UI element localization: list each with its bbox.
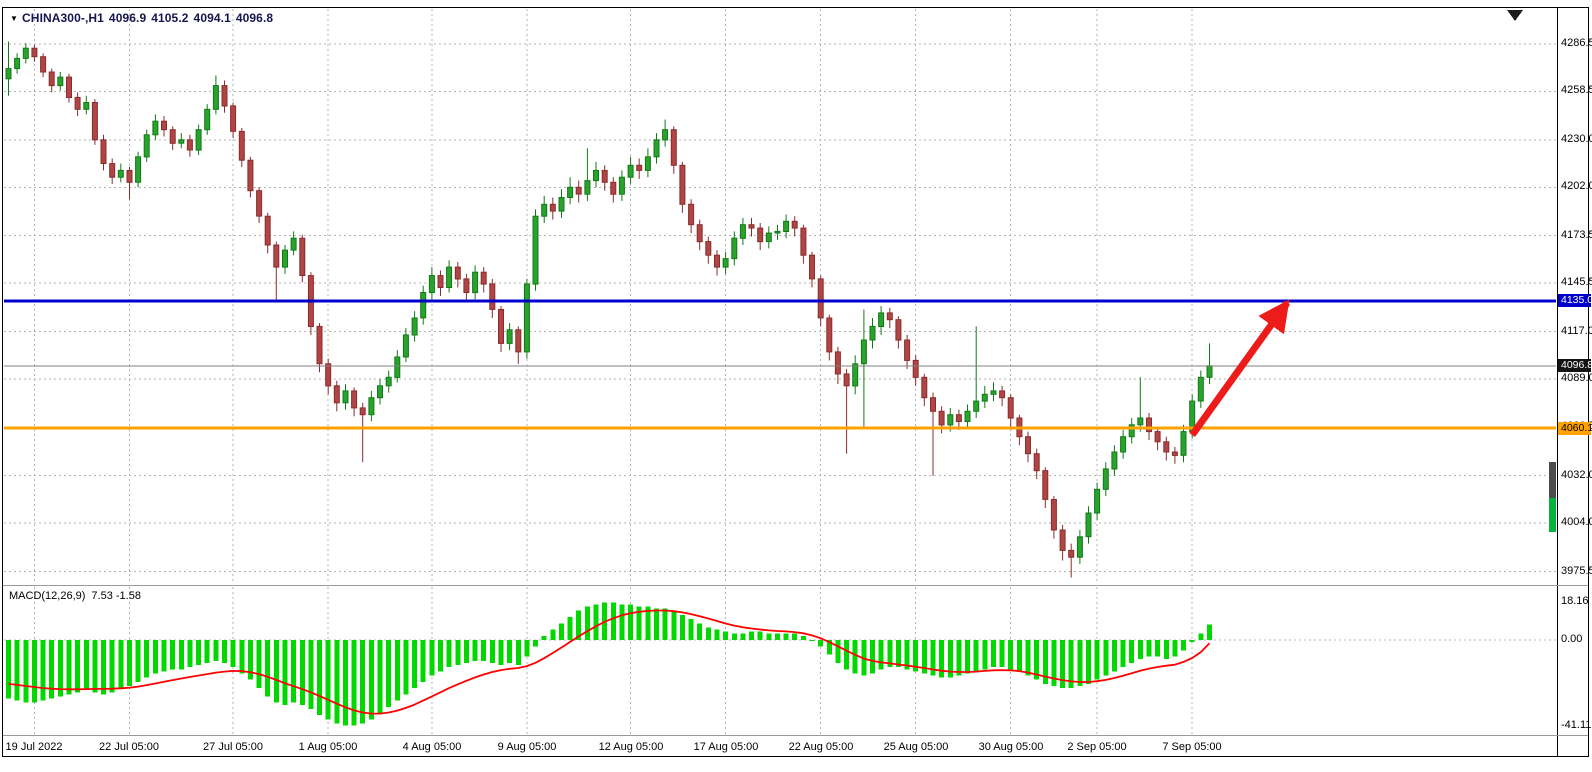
macd-signal-line: [8, 609, 1211, 715]
support-line[interactable]: [4, 426, 1556, 430]
quote-close: 4096.8: [235, 11, 274, 25]
quote-low: 4094.1: [193, 11, 231, 25]
indicator-name: MACD(12,26,9): [9, 590, 86, 602]
support-price-tag: 4060.1: [1558, 422, 1592, 435]
grid-layer: [4, 9, 1556, 734]
chart-title: ▼ CHINA300-,H1 4096.9 4105.2 4094.1 4096.8: [10, 11, 273, 25]
symbol-name: CHINA300-,H1: [22, 11, 104, 25]
indicator-values: 7.53 -1.58: [91, 590, 141, 602]
chart-shift-icon[interactable]: [1507, 10, 1523, 21]
trend-arrow[interactable]: [1189, 299, 1291, 438]
axis-marker: [1549, 498, 1556, 532]
quote-open: 4096.9: [108, 11, 147, 25]
quote-high: 4105.2: [151, 11, 189, 25]
macd-label: MACD(12,26,9) 7.53 -1.58: [9, 590, 141, 602]
chart-borders: [2, 7, 1589, 757]
resistance-line[interactable]: [4, 299, 1556, 303]
resistance-price-tag: 4135.0: [1558, 294, 1592, 307]
axis-marker: [1549, 462, 1556, 498]
candles-layer: [5, 41, 1213, 578]
symbol-dropdown-icon[interactable]: ▼: [10, 14, 19, 23]
macd-histogram: [6, 602, 1212, 726]
current-price-tag: 4096.8: [1558, 359, 1592, 372]
